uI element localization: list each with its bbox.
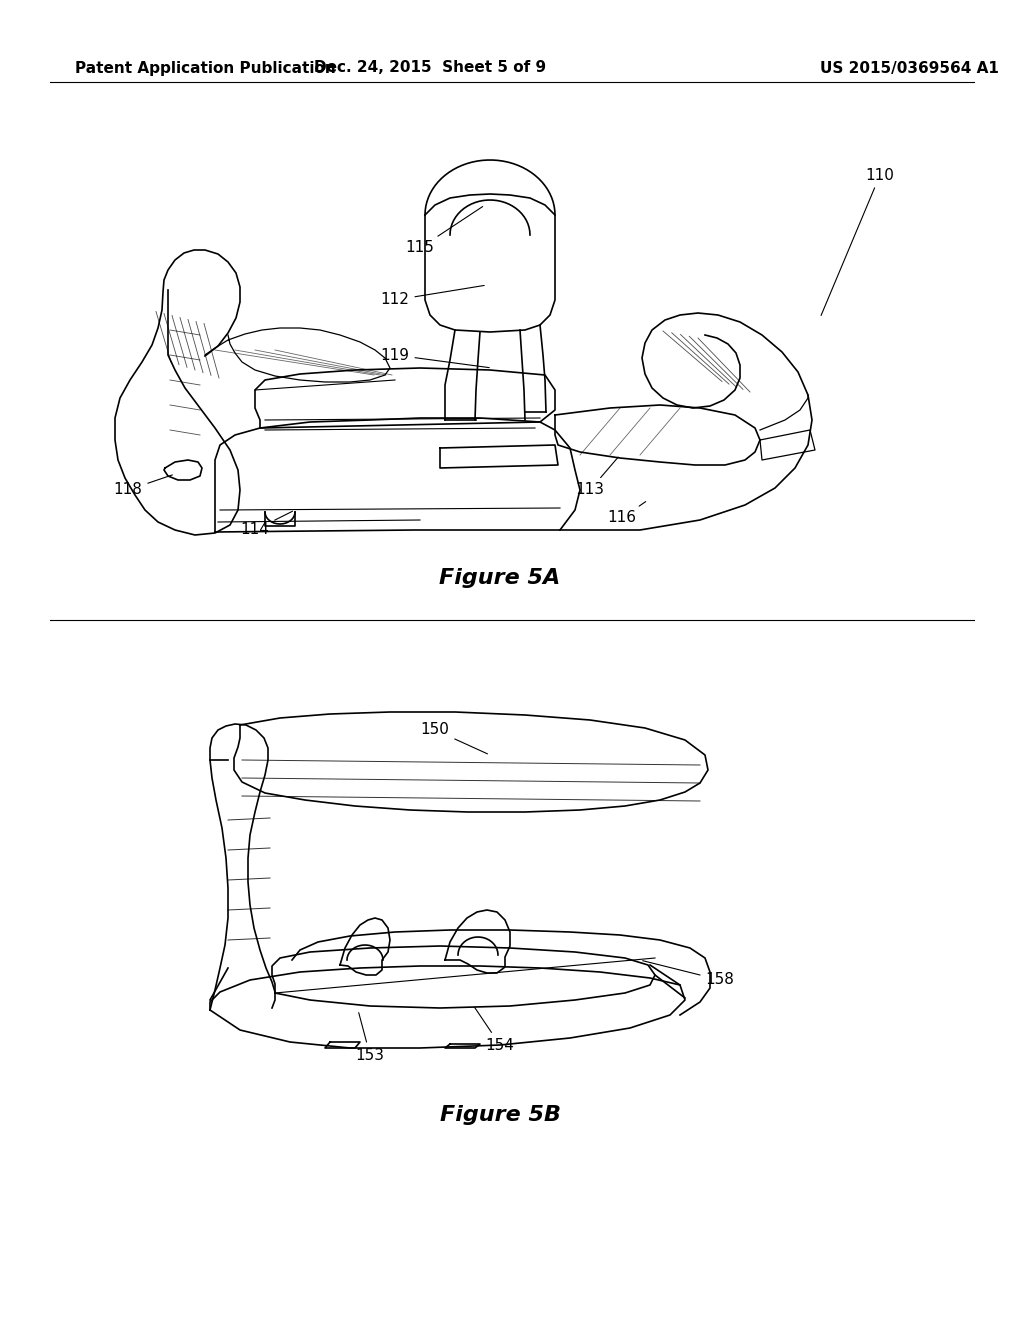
Text: 158: 158 — [643, 961, 734, 987]
Text: Figure 5B: Figure 5B — [439, 1105, 560, 1125]
Text: Patent Application Publication: Patent Application Publication — [75, 61, 336, 75]
Text: 118: 118 — [114, 475, 172, 498]
Text: 154: 154 — [474, 1007, 514, 1052]
Text: 119: 119 — [381, 347, 489, 368]
Text: US 2015/0369564 A1: US 2015/0369564 A1 — [820, 61, 998, 75]
Text: Figure 5A: Figure 5A — [439, 568, 560, 587]
Text: 150: 150 — [421, 722, 487, 754]
Text: 115: 115 — [406, 206, 482, 256]
Text: 110: 110 — [821, 168, 894, 315]
Text: 116: 116 — [607, 502, 646, 525]
Text: Dec. 24, 2015  Sheet 5 of 9: Dec. 24, 2015 Sheet 5 of 9 — [314, 61, 546, 75]
Text: 113: 113 — [575, 457, 618, 498]
Text: 112: 112 — [381, 285, 484, 308]
Text: 153: 153 — [355, 1012, 384, 1063]
Text: 114: 114 — [241, 511, 293, 537]
